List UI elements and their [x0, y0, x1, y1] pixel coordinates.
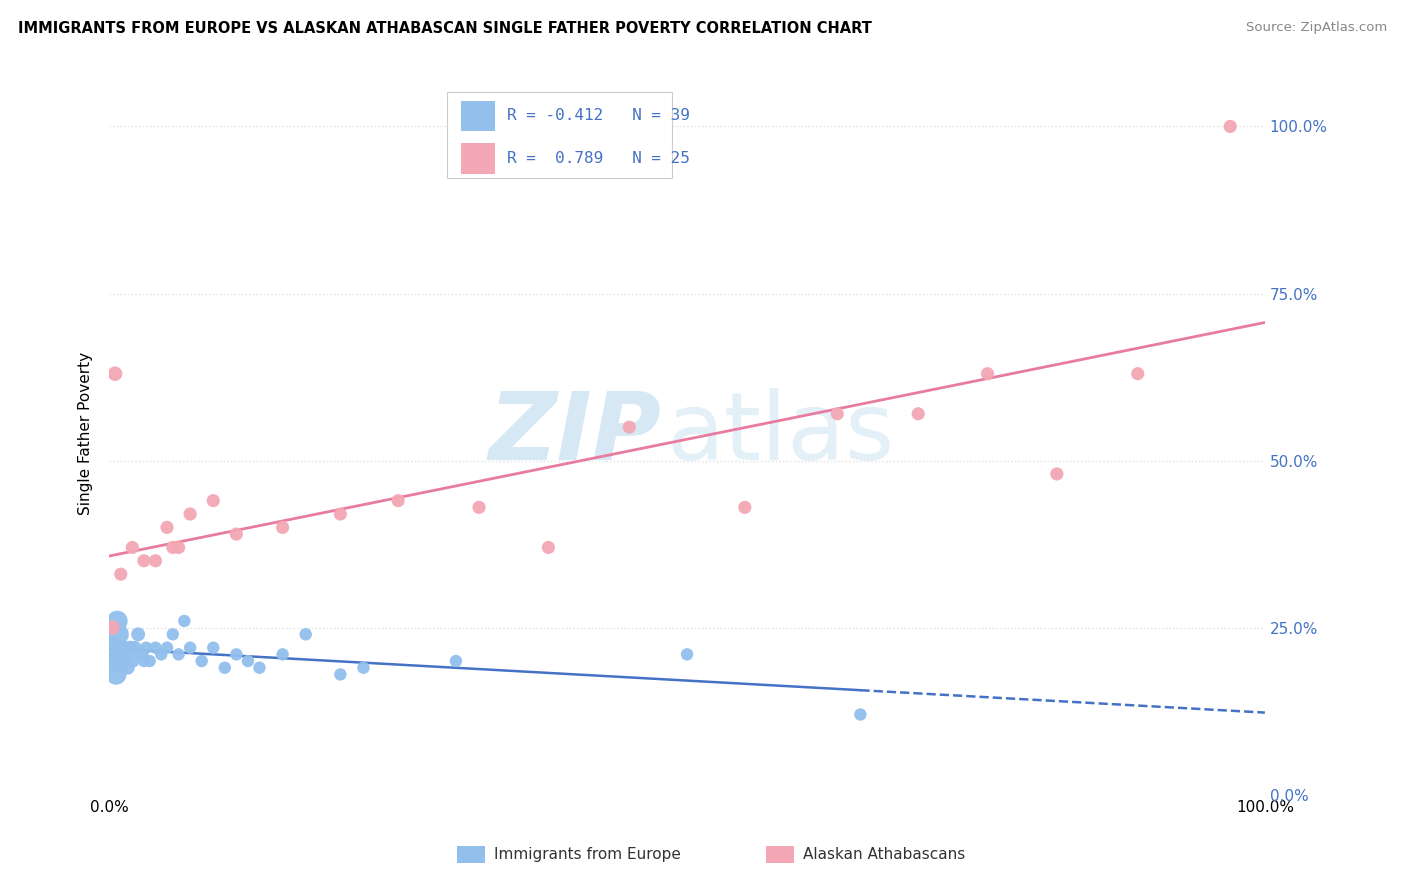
Point [249, 661, 271, 675]
Text: ZIP: ZIP [489, 388, 662, 480]
Point [444, 654, 467, 668]
Point [214, 661, 236, 675]
Text: IMMIGRANTS FROM EUROPE VS ALASKAN ATHABASCAN SINGLE FATHER POVERTY CORRELATION C: IMMIGRANTS FROM EUROPE VS ALASKAN ATHABA… [18, 21, 872, 36]
Point [145, 554, 167, 568]
Text: atlas: atlas [666, 388, 894, 480]
Point [107, 627, 129, 641]
Text: R = -0.412   N = 39: R = -0.412 N = 39 [506, 109, 690, 123]
Bar [447, 93, 672, 178]
Text: Source: ZipAtlas.com: Source: ZipAtlas.com [1247, 21, 1388, 34]
Point [117, 661, 139, 675]
Bar [461, 144, 495, 174]
Point [907, 407, 929, 421]
Point [329, 507, 352, 521]
Point [353, 661, 375, 675]
Point [190, 654, 212, 668]
Point [167, 648, 190, 662]
Point [101, 621, 124, 635]
Point [619, 420, 641, 434]
Point [104, 367, 127, 381]
Bar [461, 101, 495, 131]
Y-axis label: Single Father Poverty: Single Father Poverty [79, 352, 93, 516]
Text: Alaskan Athabascans: Alaskan Athabascans [803, 847, 965, 862]
Point [112, 640, 135, 655]
Point [121, 541, 143, 555]
Point [202, 640, 225, 655]
Point [271, 648, 294, 662]
Point [121, 654, 143, 668]
Point [179, 507, 201, 521]
Point [162, 627, 184, 641]
Point [124, 640, 146, 655]
Point [132, 554, 155, 568]
Point [387, 493, 409, 508]
Point [105, 614, 128, 628]
Point [1126, 367, 1149, 381]
Point [108, 654, 131, 668]
Point [150, 648, 173, 662]
Point [101, 640, 124, 655]
Point [537, 541, 560, 555]
Point [236, 654, 259, 668]
Text: Immigrants from Europe: Immigrants from Europe [494, 847, 681, 862]
Point [179, 640, 201, 655]
Point [976, 367, 998, 381]
Point [131, 648, 153, 662]
Point [156, 640, 179, 655]
Point [135, 640, 157, 655]
Point [110, 567, 132, 582]
Text: R =  0.789   N = 25: R = 0.789 N = 25 [506, 151, 690, 166]
Point [111, 654, 134, 668]
Point [329, 667, 352, 681]
Point [115, 648, 138, 662]
Point [145, 640, 167, 655]
Point [132, 654, 155, 668]
Point [110, 640, 132, 655]
Point [138, 654, 160, 668]
Point [676, 648, 699, 662]
Point [127, 627, 149, 641]
Point [173, 614, 195, 628]
Point [271, 520, 294, 534]
Point [167, 541, 190, 555]
Point [294, 627, 316, 641]
Point [162, 541, 184, 555]
Point [225, 648, 247, 662]
Point [156, 520, 179, 534]
Point [104, 654, 127, 668]
Point [734, 500, 756, 515]
Point [827, 407, 849, 421]
Point [849, 707, 872, 722]
Point [225, 527, 247, 541]
Point [105, 667, 128, 681]
Point [1219, 120, 1241, 134]
Point [1046, 467, 1069, 481]
Point [468, 500, 491, 515]
Point [118, 640, 141, 655]
Point [202, 493, 225, 508]
